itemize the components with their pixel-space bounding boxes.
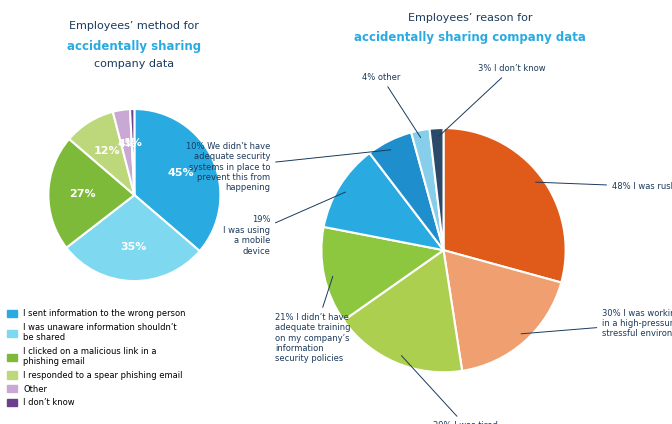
Text: 1%: 1% <box>124 139 142 148</box>
Text: 21% I didn’t have
adequate training
on my company’s
information
security policie: 21% I didn’t have adequate training on m… <box>275 276 351 363</box>
Text: 4%: 4% <box>117 139 136 149</box>
Wedge shape <box>411 129 444 250</box>
Text: 3% I don’t know: 3% I don’t know <box>439 64 546 136</box>
Text: 4% other: 4% other <box>362 73 421 137</box>
Legend: I sent information to the wrong person, I was unaware information shouldn’t
be s: I sent information to the wrong person, … <box>7 310 186 407</box>
Text: 30% I was working
in a high-pressure /
stressful environment: 30% I was working in a high-pressure / s… <box>521 309 672 338</box>
Text: 10% We didn’t have
adequate security
systems in place to
prevent this from
happe: 10% We didn’t have adequate security sys… <box>185 142 391 192</box>
Wedge shape <box>321 227 444 321</box>
Wedge shape <box>370 132 444 250</box>
Text: Employees’ method for: Employees’ method for <box>69 21 200 31</box>
Wedge shape <box>130 109 134 195</box>
Text: 48% I was rushing: 48% I was rushing <box>536 182 672 191</box>
Wedge shape <box>48 139 134 248</box>
Text: 29% I was tired: 29% I was tired <box>401 356 498 424</box>
Text: accidentally sharing company data: accidentally sharing company data <box>354 31 587 45</box>
Text: company data: company data <box>94 59 175 69</box>
Wedge shape <box>113 109 134 195</box>
Wedge shape <box>67 195 200 281</box>
Text: accidentally sharing: accidentally sharing <box>67 40 202 53</box>
Text: Employees’ reason for: Employees’ reason for <box>408 13 533 23</box>
Wedge shape <box>429 128 444 250</box>
Wedge shape <box>324 153 444 250</box>
Wedge shape <box>343 250 462 372</box>
Wedge shape <box>444 128 566 282</box>
Wedge shape <box>69 112 134 195</box>
Text: 27%: 27% <box>69 189 96 199</box>
Wedge shape <box>444 250 561 371</box>
Text: 35%: 35% <box>120 242 146 251</box>
Text: 45%: 45% <box>168 168 195 179</box>
Wedge shape <box>134 109 220 251</box>
Text: 19%
I was using
a mobile
device: 19% I was using a mobile device <box>223 192 345 256</box>
Text: 12%: 12% <box>94 146 120 156</box>
